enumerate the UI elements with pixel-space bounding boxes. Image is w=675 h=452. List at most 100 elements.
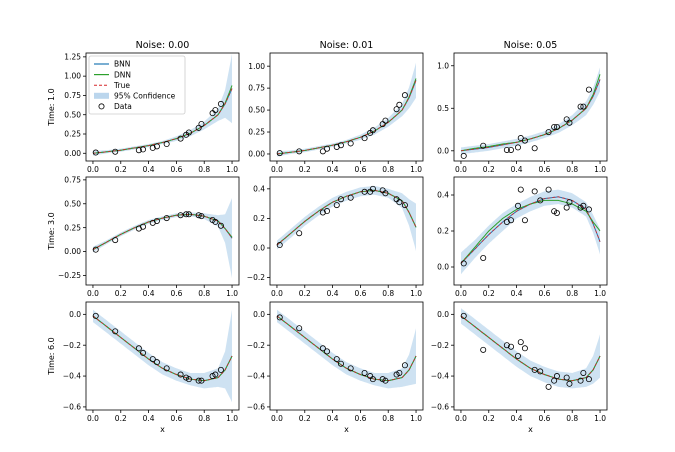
plot-area <box>92 198 233 279</box>
y-axis-label: Time: 6.0 <box>47 337 56 376</box>
x-tick-label: 1.0 <box>226 289 238 298</box>
data-point <box>577 377 584 384</box>
subplot-0-1: 0.0 0.2 0.4 0.6 0.8 1.0 0.00 0.25 0.50 0.75 1.00 No… <box>248 40 424 174</box>
y-tick-label: 0.00 <box>64 149 81 158</box>
x-tick-label: 0.2 <box>115 414 127 423</box>
y-tick-label: 0.2 <box>437 227 449 236</box>
x-tick-label: 1.0 <box>410 289 422 298</box>
y-tick-label: 0.75 <box>64 91 81 100</box>
subplot-0-0: 0.0 0.2 0.4 0.6 0.8 1.0 0.00 0.25 0.50 0.75 1.00 1.… <box>47 40 240 174</box>
data-point <box>185 129 192 136</box>
data-point <box>508 217 515 224</box>
data-point <box>531 366 538 373</box>
data-point <box>580 103 587 110</box>
x-tick-label: 0.8 <box>382 414 394 423</box>
legend-label: True <box>113 81 130 90</box>
data-point <box>551 123 558 130</box>
data-point <box>460 152 467 159</box>
plot-area <box>460 308 601 390</box>
x-tick-label: 0.6 <box>538 289 550 298</box>
y-tick-label: 0.50 <box>248 106 265 115</box>
x-tick-label: 0.2 <box>115 289 127 298</box>
data-point <box>92 312 99 319</box>
data-point <box>531 145 538 152</box>
y-tick-label: 0.0 <box>253 310 265 319</box>
data-point <box>361 135 368 142</box>
data-point <box>149 356 156 363</box>
data-point <box>319 209 326 216</box>
data-point <box>585 206 592 213</box>
y-tick-label: −0.2 <box>63 341 81 350</box>
y-tick-label: 0.00 <box>248 150 265 159</box>
y-tick-label: 0.4 <box>253 184 265 193</box>
data-point <box>460 260 467 267</box>
data-point <box>566 380 573 387</box>
data-point <box>112 237 119 244</box>
true-line <box>276 315 417 382</box>
y-tick-label: −0.6 <box>431 403 449 412</box>
subplot-title: Noise: 0.00 <box>136 40 190 51</box>
x-axis-label: x <box>160 425 165 434</box>
data-point <box>396 199 403 206</box>
data-point <box>177 135 184 142</box>
x-tick-label: 0.8 <box>198 414 210 423</box>
data-point <box>566 119 573 126</box>
data-point <box>517 339 524 346</box>
x-tick-label: 0.6 <box>170 289 182 298</box>
data-point <box>577 103 584 110</box>
data-point <box>183 211 190 218</box>
plot-area <box>276 185 417 251</box>
data-point <box>324 348 331 355</box>
x-axis-label: x <box>344 425 349 434</box>
x-tick-label: 0.8 <box>382 165 394 174</box>
x-tick-label: 0.4 <box>143 289 155 298</box>
data-point <box>480 346 487 353</box>
data-point <box>382 377 389 384</box>
data-point <box>153 143 160 150</box>
data-point <box>324 145 331 152</box>
data-point <box>545 383 552 390</box>
data-point <box>563 204 570 211</box>
data-point <box>296 230 303 237</box>
axes-frame <box>85 176 240 286</box>
x-tick-label: 0.4 <box>511 165 523 174</box>
data-point <box>135 147 142 154</box>
y-tick-label: 0.4 <box>437 191 449 200</box>
x-tick-label: 1.0 <box>226 414 238 423</box>
data-point <box>198 377 205 384</box>
y-axis-label: Time: 1.0 <box>47 88 56 127</box>
data-point <box>296 325 303 332</box>
data-point <box>521 217 528 224</box>
subplot-1-2: 0.0 0.2 0.4 0.6 0.8 1.0 0.0 0.2 0.4 <box>437 176 608 298</box>
confidence-band <box>461 67 600 155</box>
true-line <box>92 88 233 154</box>
legend-item-data: Data <box>98 102 132 111</box>
x-tick-label: 0.2 <box>299 289 311 298</box>
data-point <box>503 146 510 153</box>
x-tick-label: 0.0 <box>271 165 283 174</box>
data-point <box>382 117 389 124</box>
confidence-band <box>461 308 600 389</box>
x-tick-label: 0.0 <box>271 414 283 423</box>
plot-area <box>92 309 233 403</box>
x-tick-label: 1.0 <box>226 165 238 174</box>
x-tick-label: 0.4 <box>511 289 523 298</box>
x-tick-label: 0.2 <box>483 414 495 423</box>
subplot-1-0: 0.0 0.2 0.4 0.6 0.8 1.0 −0.25 0.00 0.25 0.50 0.75 T… <box>47 175 240 298</box>
x-tick-label: 0.6 <box>354 165 366 174</box>
legend-swatch <box>94 92 109 99</box>
legend-label: DNN <box>114 70 131 79</box>
y-tick-label: 0.75 <box>248 84 265 93</box>
data-point <box>585 86 592 93</box>
data-point <box>276 150 283 157</box>
data-point <box>212 218 219 225</box>
subplot-2-2: 0.0 0.2 0.4 0.6 0.8 1.0 −0.6 −0.4 −0.2 0.0 x <box>431 301 608 434</box>
x-tick-label: 0.0 <box>455 414 467 423</box>
y-tick-label: 0.0 <box>253 244 265 253</box>
x-tick-label: 0.8 <box>566 289 578 298</box>
plot-area <box>92 53 233 156</box>
data-point <box>319 148 326 155</box>
y-tick-label: 0.5 <box>437 104 449 113</box>
x-tick-label: 0.0 <box>87 165 99 174</box>
data-point <box>369 127 376 134</box>
